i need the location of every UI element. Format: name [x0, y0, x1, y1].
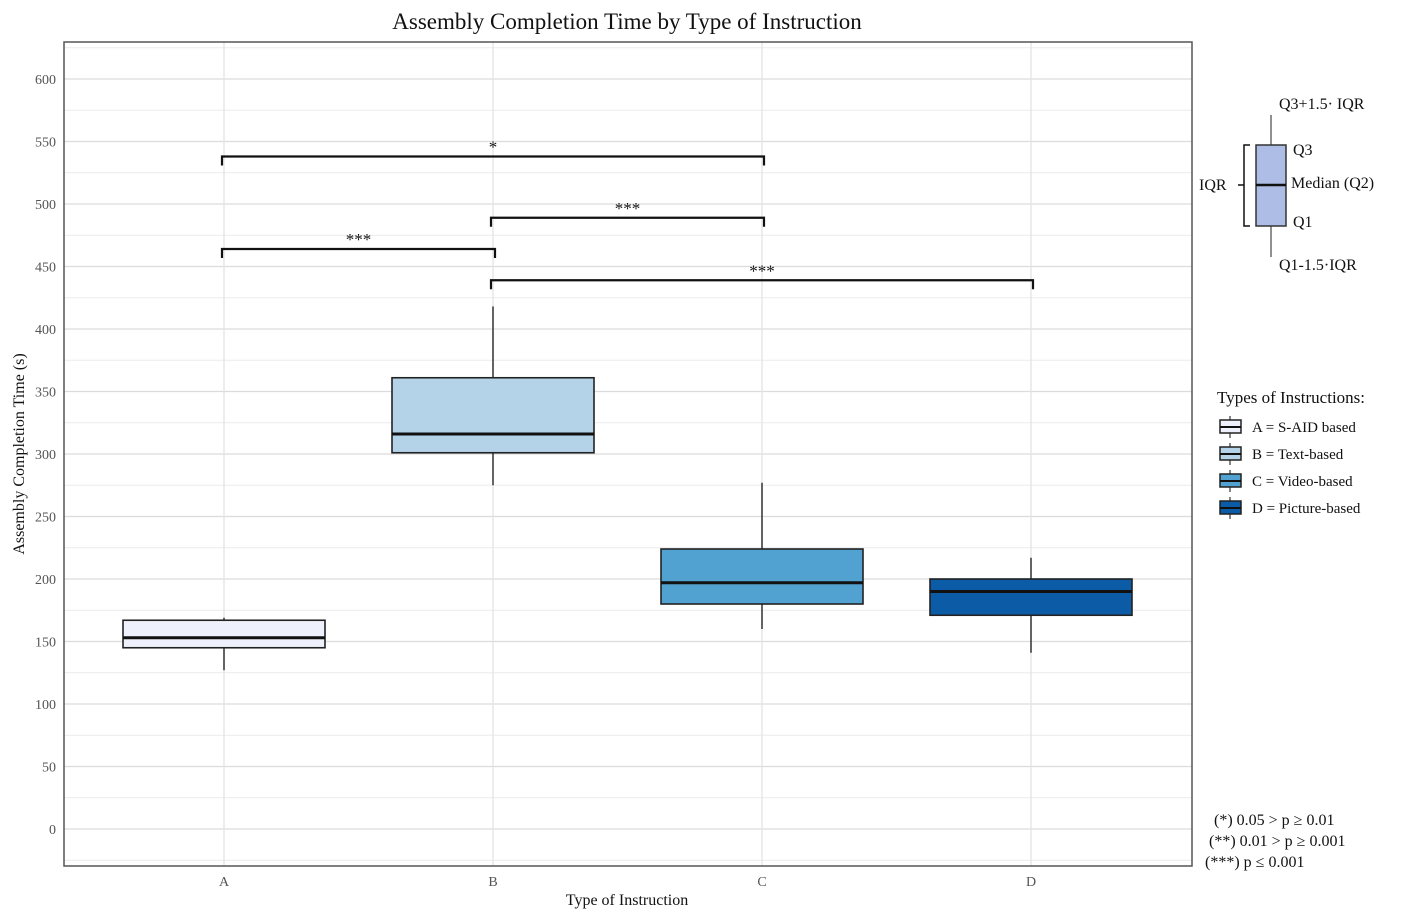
y-tick-label: 450 — [35, 261, 56, 276]
key-upper-label: Q3+1.5· IQR — [1279, 96, 1365, 113]
box-C — [660, 482, 864, 629]
legend-label: B = Text-based — [1252, 447, 1344, 463]
legend-item: D = Picture-based — [1219, 497, 1361, 519]
legend: Types of Instructions: A = S-AID based B … — [1217, 388, 1365, 519]
x-tick-label: C — [757, 875, 766, 890]
y-tick-label: 100 — [35, 698, 56, 713]
bracket-line — [489, 216, 766, 227]
y-tick-label: 150 — [35, 636, 56, 651]
plot-border — [63, 41, 1193, 867]
footnote-2: (**) 0.01 > p ≥ 0.001 — [1209, 833, 1345, 850]
significance-bracket: *** — [489, 199, 766, 227]
footnote-1: (*) 0.05 > p ≥ 0.01 — [1214, 812, 1334, 829]
box-body — [122, 619, 326, 649]
significance-label: *** — [615, 199, 641, 218]
legend-title: Types of Instructions: — [1217, 388, 1365, 407]
significance-label: *** — [749, 261, 775, 280]
box-body — [391, 376, 595, 454]
chart-title: Assembly Completion Time by Type of Inst… — [392, 9, 862, 34]
significance-bracket: *** — [489, 261, 1035, 290]
legend-label: D = Picture-based — [1252, 501, 1361, 517]
y-axis-title: Assembly Completion Time (s) — [11, 353, 28, 554]
key-q3-label: Q3 — [1293, 142, 1313, 159]
legend-item: C = Video-based — [1219, 470, 1353, 492]
y-tick-label: 600 — [35, 73, 56, 88]
y-tick-label: 400 — [35, 323, 56, 338]
bracket-line — [220, 155, 766, 166]
legend-item: B = Text-based — [1219, 443, 1344, 465]
significance-bracket: * — [220, 138, 766, 166]
x-tick-label: D — [1026, 875, 1036, 890]
y-tick-label: 500 — [35, 198, 56, 213]
key-lower-label: Q1-1.5·IQR — [1279, 257, 1357, 274]
legend-label: C = Video-based — [1252, 474, 1353, 490]
significance-label: *** — [346, 230, 372, 249]
legend-item: A = S-AID based — [1219, 416, 1356, 438]
key-q1-label: Q1 — [1293, 214, 1313, 231]
legend-label: A = S-AID based — [1252, 420, 1356, 436]
boxes — [122, 306, 1133, 671]
x-tick-label: B — [488, 875, 497, 890]
box-body — [929, 578, 1133, 617]
box-key: Q3+1.5· IQR Q3 Median (Q2) Q1 Q1-1.5·IQR… — [1199, 96, 1374, 274]
significance-brackets: ********** — [220, 138, 1035, 290]
x-tick-label: A — [219, 875, 230, 890]
significance-bracket: *** — [220, 230, 497, 258]
box-A — [122, 617, 326, 671]
box-D — [929, 557, 1133, 653]
box-B — [391, 306, 595, 486]
key-iqr-bracket — [1238, 144, 1250, 227]
y-tick-label: 200 — [35, 573, 56, 588]
x-axis-ticks: A B C D — [219, 875, 1036, 890]
x-axis-title: Type of Instruction — [566, 892, 688, 909]
y-tick-label: 250 — [35, 511, 56, 526]
footnote-3: (***) p ≤ 0.001 — [1205, 854, 1304, 871]
y-tick-label: 350 — [35, 386, 56, 401]
y-axis-ticks: 0 50 100 150 200 250 300 350 400 450 500 550 600 — [35, 73, 56, 838]
y-tick-label: 50 — [42, 761, 56, 776]
y-tick-label: 300 — [35, 448, 56, 463]
bracket-line — [489, 279, 1035, 290]
y-tick-label: 550 — [35, 136, 56, 151]
y-tick-label: 0 — [49, 823, 56, 838]
key-median-label: Median (Q2) — [1291, 175, 1374, 192]
key-iqr-label: IQR — [1199, 177, 1227, 194]
significance-footnotes: (*) 0.05 > p ≥ 0.01 (**) 0.01 > p ≥ 0.00… — [1205, 812, 1345, 871]
box-body — [660, 548, 864, 605]
gridlines — [64, 42, 1192, 866]
bracket-line — [220, 247, 497, 258]
significance-label: * — [489, 138, 498, 157]
